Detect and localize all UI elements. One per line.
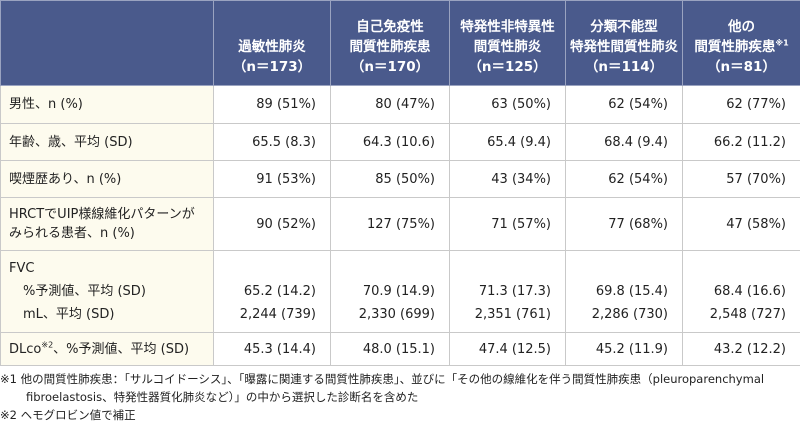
table-cell: 69.8 (15.4) 2,286 (730) xyxy=(565,250,683,333)
table-cell: 77 (68%) xyxy=(565,197,683,251)
table-cell: 62 (77%) xyxy=(682,85,800,124)
table-row: 男性、n (%) 89 (51%) 80 (47%) 63 (50%) 62 (… xyxy=(0,85,800,124)
footnote-1-cont: fibroelastosis、特発性器質化肺炎など）」の中から選択した診断名を含… xyxy=(26,390,419,404)
header-autoimmune-ild: 自己免疫性 間質性肺疾患 （n＝170） xyxy=(330,0,450,86)
table-cell: 57 (70%) xyxy=(682,160,800,198)
table-cell: 68.4 (9.4) xyxy=(565,123,683,161)
row-label-age: 年齢、歳、平均 (SD) xyxy=(0,123,214,161)
table-row: 年齢、歳、平均 (SD) 65.5 (8.3) 64.3 (10.6) 65.4… xyxy=(0,123,800,161)
table-cell: 62 (54%) xyxy=(565,160,683,198)
table-cell: 71.3 (17.3) 2,351 (761) xyxy=(449,250,566,333)
header-insip: 特発性非特異性 間質性肺炎 （n＝125） xyxy=(449,0,566,86)
table-cell: 45.2 (11.9) xyxy=(565,332,683,366)
table-cell: 70.9 (14.9) 2,330 (699) xyxy=(330,250,450,333)
table-cell: 91 (53%) xyxy=(213,160,331,198)
footnotes: ※1 他の間質性肺疾患：「サルコイドーシス」、「曝露に関連する間質性肺疾患」、並… xyxy=(0,370,800,424)
table-row: HRCTでUIP様線維化パターンが みられる患者、n (%) 90 (52%) 1… xyxy=(0,197,800,251)
row-label-uip-pattern: HRCTでUIP様線維化パターンが みられる患者、n (%) xyxy=(0,197,214,251)
table-cell: 65.5 (8.3) xyxy=(213,123,331,161)
table-cell: 127 (75%) xyxy=(330,197,450,251)
header-other-ild: 他の 間質性肺疾患※1 （n＝81） xyxy=(682,0,800,86)
table-row: 喫煙歴あり、n (%) 91 (53%) 85 (50%) 43 (34%) 6… xyxy=(0,160,800,198)
table-cell: 48.0 (15.1) xyxy=(330,332,450,366)
footnote-2: ※2 ヘモグロビン値で補正 xyxy=(0,408,136,422)
table-row: FVC %予測値、平均 (SD) mL、平均 (SD) 65.2 (14.2) 2… xyxy=(0,250,800,333)
table-cell: 89 (51%) xyxy=(213,85,331,124)
table-cell: 65.4 (9.4) xyxy=(449,123,566,161)
table-cell: 85 (50%) xyxy=(330,160,450,198)
table-cell: 43.2 (12.2) xyxy=(682,332,800,366)
table-cell: 90 (52%) xyxy=(213,197,331,251)
table-cell: 62 (54%) xyxy=(565,85,683,124)
table-cell: 47.4 (12.5) xyxy=(449,332,566,366)
table-cell: 64.3 (10.6) xyxy=(330,123,450,161)
baseline-characteristics-table: 過敏性肺炎 （n＝173） 自己免疫性 間質性肺疾患 （n＝170） 特発性非特異性間… xyxy=(0,0,800,366)
header-hp: 過敏性肺炎 （n＝173） xyxy=(213,0,331,86)
table-cell: 45.3 (14.4) xyxy=(213,332,331,366)
footnote-1: ※1 他の間質性肺疾患：「サルコイドーシス」、「曝露に関連する間質性肺疾患」、並… xyxy=(0,372,765,386)
row-label-fvc: FVC %予測値、平均 (SD) mL、平均 (SD) xyxy=(0,250,214,333)
table-cell: 71 (57%) xyxy=(449,197,566,251)
row-label-smoking: 喫煙歴あり、n (%) xyxy=(0,160,214,198)
table-cell: 68.4 (16.6) 2,548 (727) xyxy=(682,250,800,333)
table-row: DLco※2、%予測値、平均 (SD) 45.3 (14.4) 48.0 (15… xyxy=(0,332,800,366)
table-cell: 65.2 (14.2) 2,244 (739) xyxy=(213,250,331,333)
table-cell: 63 (50%) xyxy=(449,85,566,124)
header-corner xyxy=(0,0,214,86)
header-unclassifiable-iip: 分類不能型 特発性間質性肺炎 （n＝114） xyxy=(565,0,683,86)
header-row: 過敏性肺炎 （n＝173） 自己免疫性 間質性肺疾患 （n＝170） 特発性非特異性間… xyxy=(0,0,800,86)
row-label-male: 男性、n (%) xyxy=(0,85,214,124)
table-cell: 80 (47%) xyxy=(330,85,450,124)
table-cell: 43 (34%) xyxy=(449,160,566,198)
table-cell: 66.2 (11.2) xyxy=(682,123,800,161)
table-cell: 47 (58%) xyxy=(682,197,800,251)
row-label-dlco: DLco※2、%予測値、平均 (SD) xyxy=(0,332,214,366)
